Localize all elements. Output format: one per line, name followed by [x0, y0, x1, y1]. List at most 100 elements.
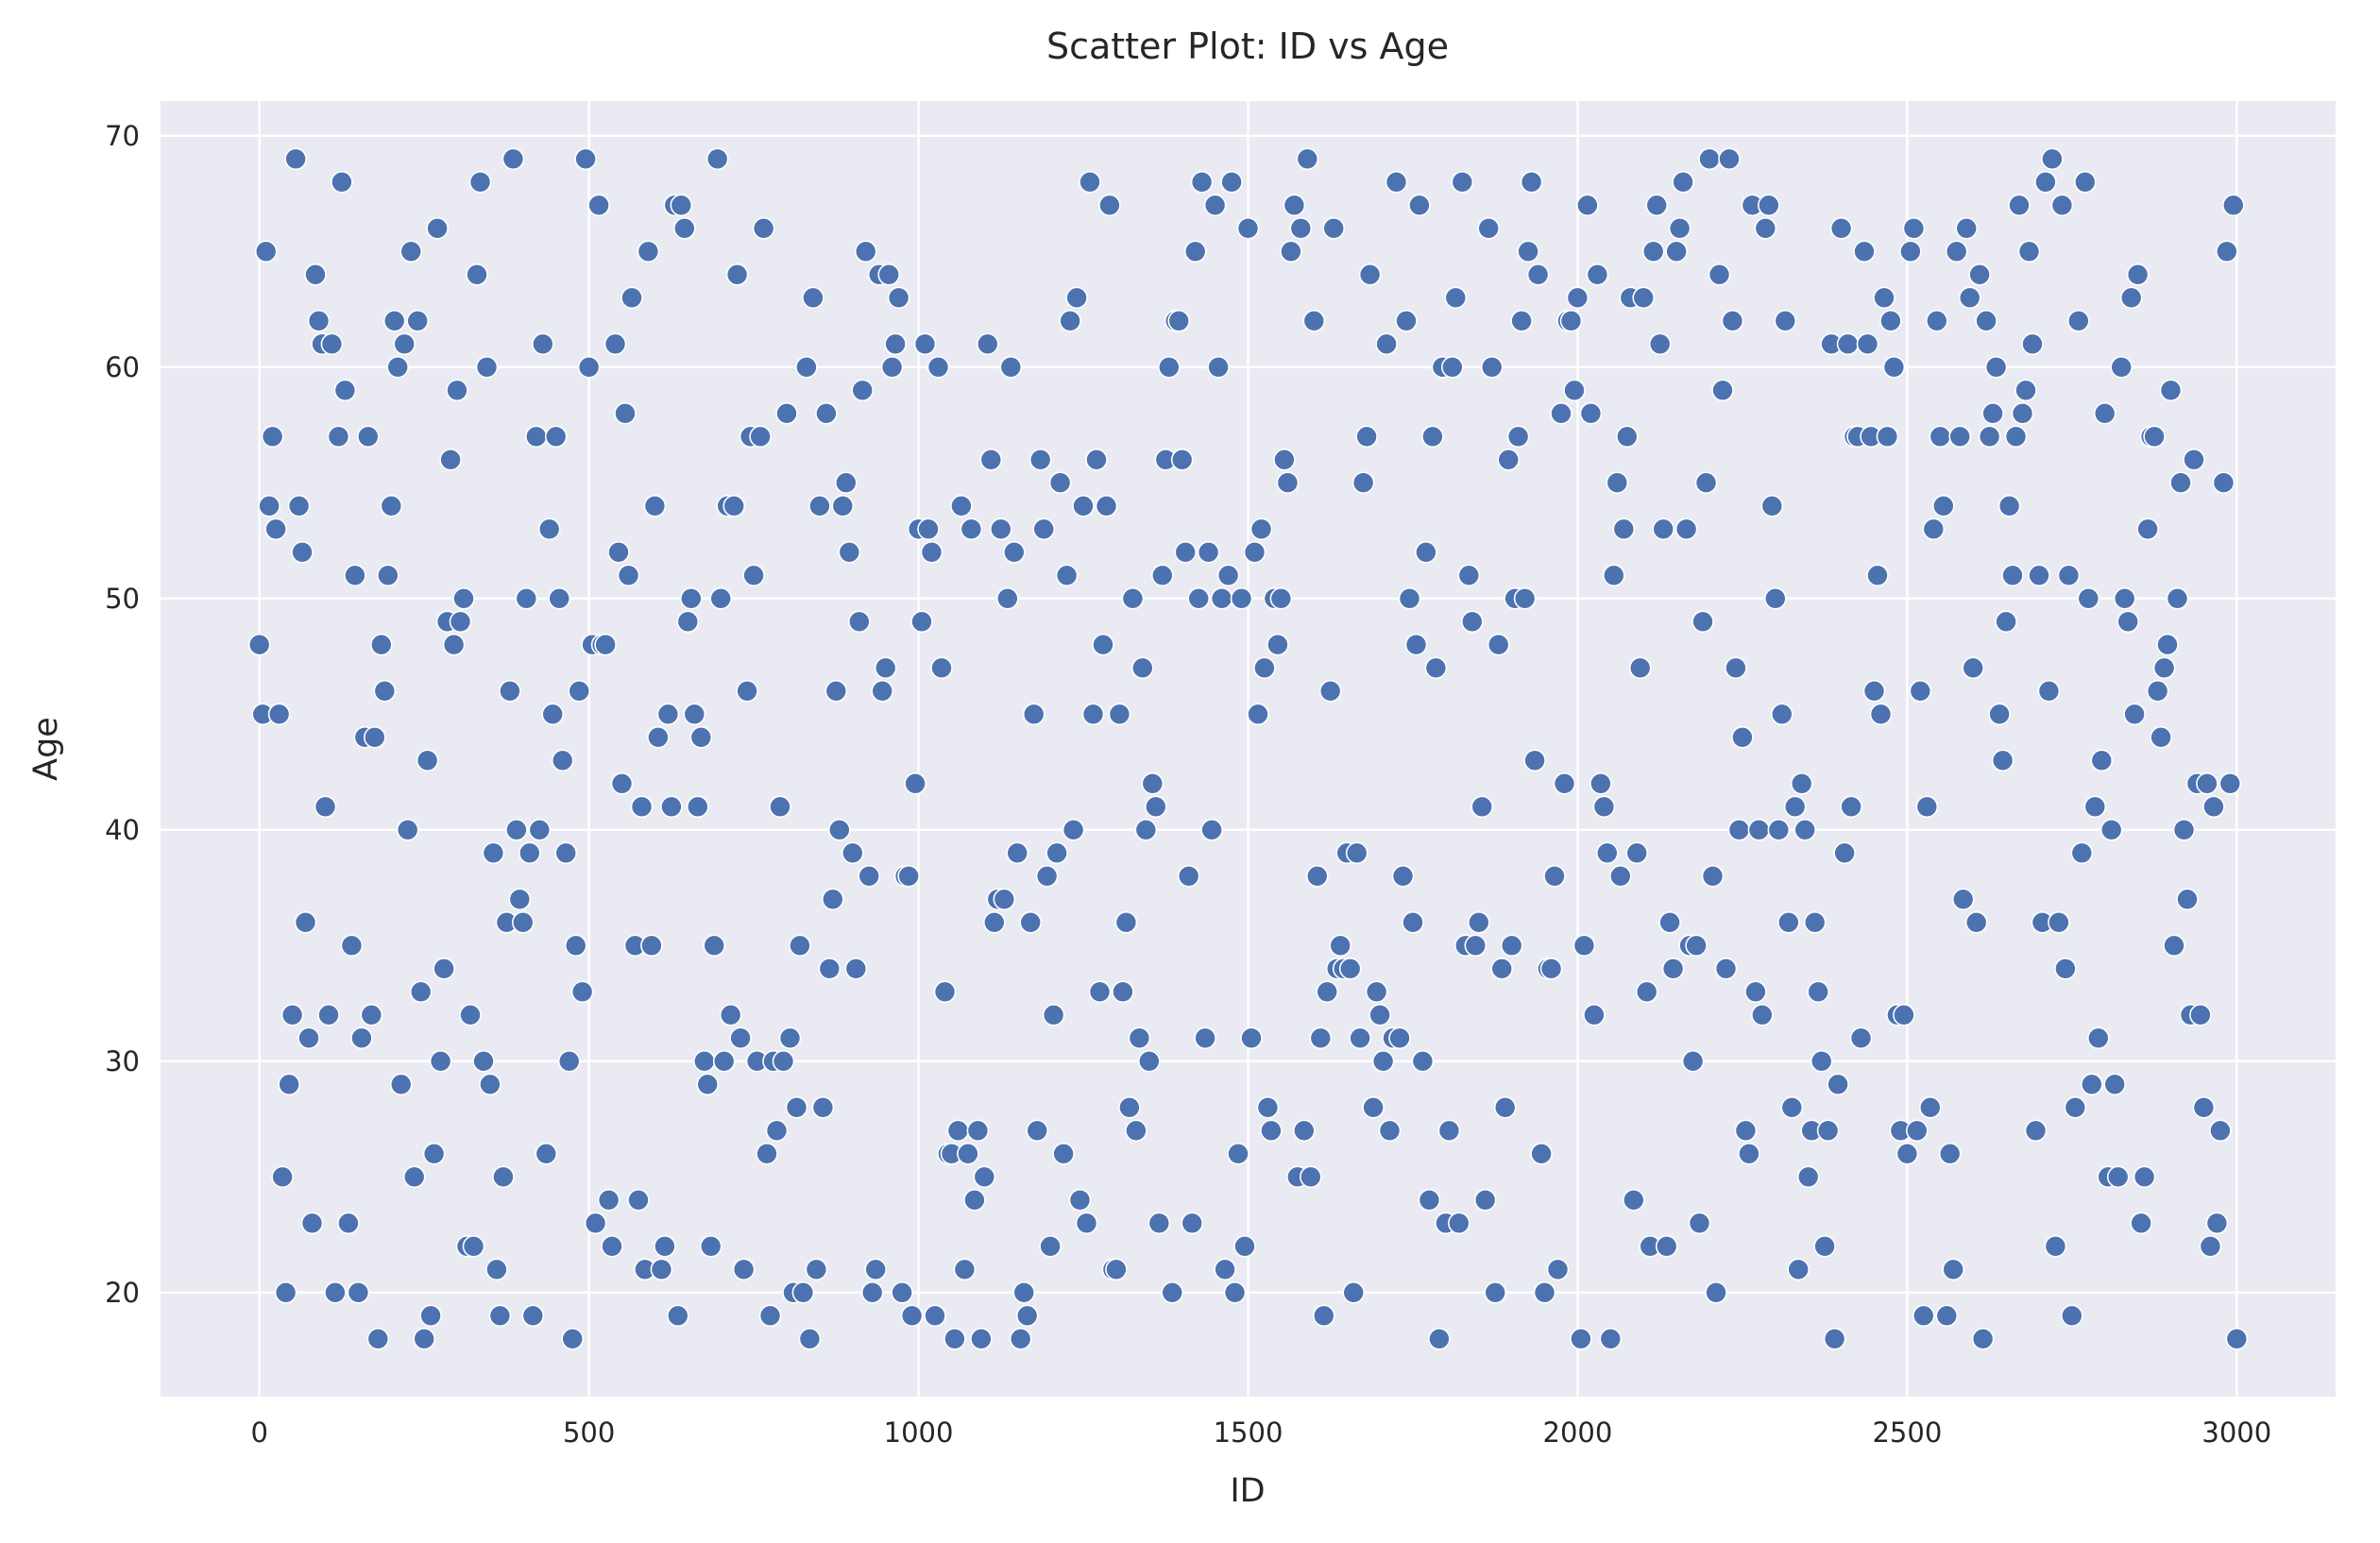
scatter-point [419, 1304, 442, 1328]
scatter-point [1856, 332, 1879, 356]
scatter-point [1807, 980, 1829, 1004]
scatter-point [1869, 703, 1893, 726]
scatter-point [1200, 818, 1223, 841]
scatter-point [597, 1189, 620, 1212]
scatter-point [1256, 1096, 1280, 1119]
scatter-point [1375, 332, 1398, 356]
scatter-point [1302, 309, 1326, 332]
scatter-point [499, 679, 521, 703]
scatter-point [647, 725, 670, 749]
scatter-point [307, 309, 331, 332]
scatter-point [841, 841, 864, 865]
scatter-point [1681, 1050, 1705, 1073]
scatter-point [1141, 772, 1164, 795]
scatter-point [2008, 194, 2031, 217]
scatter-point [604, 332, 627, 356]
scatter-point [831, 494, 855, 517]
scatter-point [2150, 725, 2172, 749]
scatter-point [1441, 355, 1464, 379]
scatter-point [1411, 1050, 1435, 1073]
scatter-point [2028, 564, 2050, 587]
scatter-point [1194, 1026, 1216, 1050]
scatter-point [758, 1304, 782, 1328]
scatter-point [1424, 656, 1448, 680]
scatter-point [1751, 1004, 1774, 1026]
scatter-point [347, 1281, 370, 1304]
scatter-point [1725, 656, 1747, 680]
scatter-point [1355, 425, 1378, 449]
scatter-point [1576, 194, 1599, 217]
scatter-point [1583, 1004, 1606, 1026]
scatter-point [429, 1050, 452, 1073]
scatter-point [320, 332, 344, 356]
scatter-point [1510, 309, 1533, 332]
scatter-point [373, 679, 397, 703]
scatter-point [544, 425, 568, 449]
scatter-point [630, 795, 654, 819]
scatter-point [1599, 1328, 1623, 1350]
scatter-point [1183, 240, 1207, 263]
scatter-point [1240, 1026, 1263, 1050]
scatter-point [2014, 379, 2037, 402]
y-tick-label: 40 [105, 814, 140, 846]
scatter-point [1780, 1096, 1804, 1119]
scatter-point [1995, 610, 2017, 634]
scatter-point [1754, 217, 1777, 240]
scatter-point [683, 703, 706, 726]
scatter-point [620, 286, 643, 310]
scatter-point [2048, 910, 2070, 934]
scatter-point [802, 286, 824, 310]
scatter-point [389, 1073, 413, 1096]
scatter-point [356, 425, 380, 449]
scatter-point [2100, 818, 2123, 841]
scatter-point [1493, 1096, 1517, 1119]
scatter-point [2126, 263, 2150, 286]
scatter-point [1352, 471, 1375, 495]
scatter-point [1523, 749, 1546, 772]
scatter-point [2074, 171, 2097, 194]
scatter-point [769, 795, 791, 819]
scatter-point [1391, 864, 1415, 888]
scatter-point [400, 240, 423, 263]
scatter-point [614, 401, 637, 425]
scatter-point [2216, 240, 2238, 263]
scatter-point [637, 240, 660, 263]
scatter-point [521, 1304, 545, 1328]
scatter-point [2146, 679, 2169, 703]
y-tick-label: 50 [105, 583, 140, 615]
scatter-point [775, 401, 798, 425]
scatter-point [999, 355, 1023, 379]
scatter-point [369, 633, 393, 656]
scatter-point [1464, 934, 1488, 958]
scatter-point [1984, 355, 2008, 379]
scatter-point [1296, 147, 1319, 171]
x-axis-label: ID [1230, 1472, 1265, 1510]
scatter-point [564, 934, 587, 958]
scatter-point [528, 818, 552, 841]
scatter-point [2159, 379, 2183, 402]
scatter-point [1559, 309, 1583, 332]
scatter-point [742, 564, 765, 587]
scatter-point [1398, 586, 1421, 610]
scatter-point [1088, 980, 1112, 1004]
scatter-point [1437, 1119, 1461, 1143]
scatter-point [2205, 1212, 2229, 1235]
scatter-point [2136, 517, 2159, 541]
scatter-point [1048, 471, 1072, 495]
scatter-point [696, 1073, 720, 1096]
scatter-point [1738, 1143, 1760, 1165]
scatter-point [1810, 1050, 1833, 1073]
x-tick-label: 0 [250, 1416, 267, 1449]
scatter-point [1922, 517, 1946, 541]
scatter-point [508, 888, 532, 911]
scatter-point [2110, 355, 2133, 379]
scatter-point [1318, 679, 1342, 703]
scatter-point [1609, 864, 1632, 888]
scatter-point [1035, 864, 1059, 888]
scatter-point [1714, 958, 1738, 980]
scatter-point [871, 679, 894, 703]
scatter-point [1526, 263, 1550, 286]
scatter-point [789, 934, 811, 958]
scatter-point [1145, 795, 1167, 819]
scatter-point [785, 1096, 808, 1119]
